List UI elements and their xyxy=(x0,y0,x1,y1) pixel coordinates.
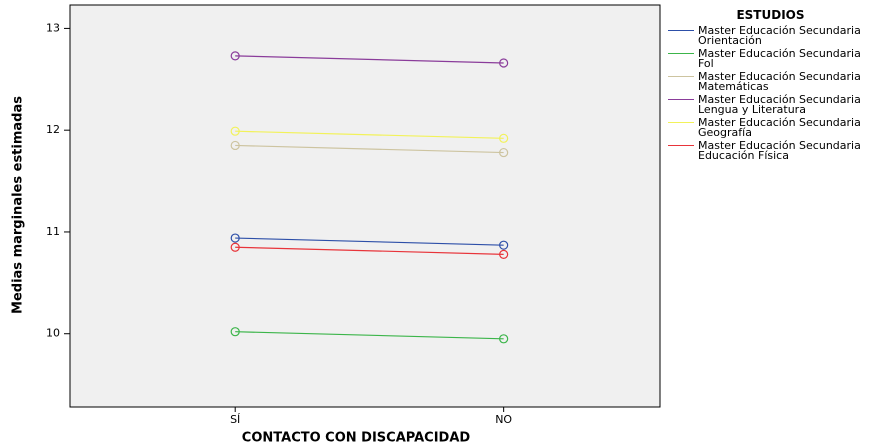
legend-swatch xyxy=(668,145,694,146)
legend-swatch xyxy=(668,99,694,100)
legend-title: ESTUDIOS xyxy=(736,8,805,22)
series-line xyxy=(235,130,504,139)
y-axis-label: Medias marginales estimadas xyxy=(11,96,26,314)
legend-label: Master Educación Secundaria Educación Fí… xyxy=(698,139,861,162)
legend-swatch xyxy=(668,30,694,31)
point-marker xyxy=(499,240,509,250)
point-marker xyxy=(230,140,240,151)
legend-item: Master Educación Secundaria Orientación xyxy=(668,24,873,47)
series-line xyxy=(235,55,504,64)
point-marker xyxy=(499,58,509,68)
legend-label: Master Educación Secundaria Matemáticas xyxy=(698,70,861,93)
legend-swatch xyxy=(668,76,694,77)
series-line xyxy=(235,331,504,340)
point-marker xyxy=(499,133,509,143)
legend-item: Master Educación Secundaria Geografía xyxy=(668,116,873,139)
legend: ESTUDIOS Master Educación Secundaria Ori… xyxy=(668,8,873,164)
legend-label: Master Educación Secundaria Orientación xyxy=(698,24,861,47)
x-tick-label: NO xyxy=(495,413,512,426)
y-tick-label: 13 xyxy=(46,21,60,34)
legend-swatch xyxy=(668,122,694,123)
legend-label: Master Educación Secundaria Geografía xyxy=(698,116,861,139)
legend-item: Master Educación Secundaria Lengua y Lit… xyxy=(668,93,873,116)
point-marker xyxy=(230,327,240,337)
point-marker xyxy=(230,126,240,136)
point-marker xyxy=(230,51,240,61)
series-line xyxy=(235,237,504,246)
series-line xyxy=(235,144,504,154)
y-tick-label: 10 xyxy=(46,327,60,340)
y-tick-label: 12 xyxy=(46,123,60,136)
plot-area xyxy=(69,4,661,408)
legend-label: Master Educación Secundaria Lengua y Lit… xyxy=(698,93,861,116)
x-axis-label: CONTACTO CON DISCAPACIDAD xyxy=(242,431,471,446)
series-line xyxy=(235,246,504,255)
point-marker xyxy=(230,242,240,252)
legend-swatch xyxy=(668,53,694,54)
x-tick-label: SÍ xyxy=(230,413,240,426)
point-marker xyxy=(499,334,509,344)
legend-item: Master Educación Secundaria Matemáticas xyxy=(668,70,873,93)
point-marker xyxy=(230,233,240,243)
legend-item: Master Educación Secundaria Fol xyxy=(668,47,873,70)
legend-label: Master Educación Secundaria Fol xyxy=(698,47,861,70)
point-marker xyxy=(499,147,509,158)
y-tick-label: 11 xyxy=(46,225,60,238)
point-marker xyxy=(499,249,509,259)
legend-item: Master Educación Secundaria Educación Fí… xyxy=(668,139,873,162)
